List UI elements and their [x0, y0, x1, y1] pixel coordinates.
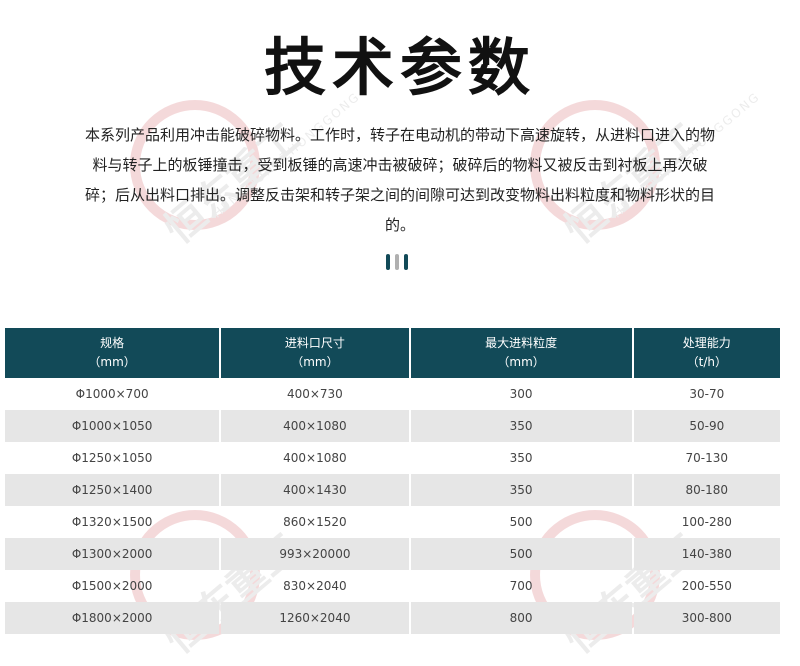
table-cell: 830×2040: [283, 579, 347, 593]
column-label: 进料口尺寸: [284, 336, 345, 350]
table-row: Φ1000×700 400×730 300 30-70: [5, 378, 780, 410]
table-cell: 400×730: [286, 387, 343, 401]
section-divider-icon: [386, 254, 416, 270]
column-unit: （mm）: [497, 355, 545, 369]
table-cell: 350: [410, 474, 632, 506]
column-header: 处理能力 （t/h）: [633, 328, 780, 378]
table-cell: 1260×2040: [221, 602, 409, 634]
table-cell: Φ1320×1500: [71, 515, 153, 529]
table-cell: 100-280: [681, 515, 732, 529]
table-cell: 860×1520: [283, 515, 347, 529]
table-cell: 70-130: [685, 451, 729, 465]
table-row: Φ1500×2000 830×2040 700 200-550: [5, 570, 780, 602]
column-label: 最大进料粒度: [485, 336, 558, 350]
table-cell: 800: [410, 602, 632, 634]
table-cell: 700: [509, 579, 533, 593]
table-cell: Φ1800×2000: [5, 602, 220, 634]
column-header: 进料口尺寸 （mm）: [221, 328, 409, 378]
table-cell: Φ1300×2000: [5, 538, 220, 570]
table-cell: 500: [509, 515, 533, 529]
table-cell: 140-380: [633, 538, 780, 570]
table-cell: 80-180: [633, 474, 780, 506]
table-cell: Φ1250×1400: [5, 474, 220, 506]
table-cell: 400×1080: [283, 451, 347, 465]
table-cell: 200-550: [681, 579, 732, 593]
page-title: 技术参数: [263, 31, 536, 104]
table-cell: Φ1500×2000: [71, 579, 153, 593]
column-label: 处理能力: [682, 336, 731, 350]
column-header: 最大进料粒度 （mm）: [410, 328, 632, 378]
table-cell: 30-70: [689, 387, 725, 401]
table-cell: Φ1250×1050: [71, 451, 153, 465]
table-row: Φ1800×2000 1260×2040 800 300-800: [5, 602, 780, 634]
column-header: 规格 （mm）: [5, 328, 220, 378]
table-cell: 400×1080: [221, 410, 409, 442]
column-unit: （t/h）: [686, 355, 727, 369]
column-unit: （mm）: [88, 355, 136, 369]
table-cell: Φ1000×1050: [5, 410, 220, 442]
description: 本系列产品利用冲击能破碎物料。工作时，转子在电动机的带动下高速旋转，从进料口进入…: [84, 126, 715, 234]
table-cell: 350: [509, 451, 533, 465]
table-cell: 500: [410, 538, 632, 570]
table-row: Φ1000×1050 400×1080 350 50-90: [5, 410, 780, 442]
table-row: Φ1320×1500 860×1520 500 100-280: [5, 506, 780, 538]
table-cell: 350: [410, 410, 632, 442]
table-cell: 993×20000: [221, 538, 409, 570]
column-unit: （mm）: [291, 355, 339, 369]
table-cell: 300: [509, 387, 533, 401]
table-cell: 400×1430: [221, 474, 409, 506]
table-row: Φ1300×2000 993×20000 500 140-380: [5, 538, 780, 570]
table-cell: Φ1000×700: [75, 387, 149, 401]
column-label: 规格: [100, 336, 125, 350]
table-row: Φ1250×1400 400×1430 350 80-180: [5, 474, 780, 506]
table-row: Φ1250×1050 400×1080 350 70-130: [5, 442, 780, 474]
table-cell: 300-800: [633, 602, 780, 634]
table-cell: 50-90: [633, 410, 780, 442]
spec-table: 规格 （mm） 进料口尺寸 （mm） 最大进料粒度 （mm） 处理能力 （t/h） Φ1000…: [3, 328, 782, 634]
